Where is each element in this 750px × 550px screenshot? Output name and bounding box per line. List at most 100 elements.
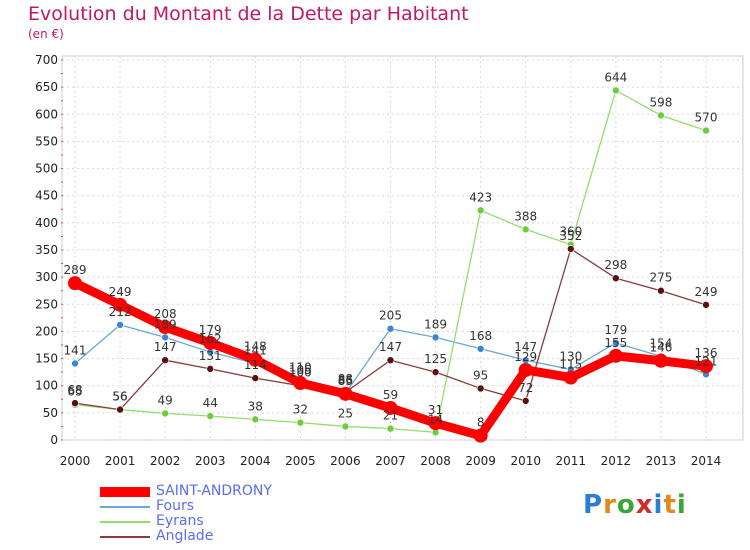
data-point	[158, 320, 173, 335]
data-label: 136	[695, 346, 718, 360]
x-tick-label: 2007	[375, 454, 406, 468]
data-point	[431, 368, 440, 376]
data-point	[702, 301, 710, 309]
data-point	[203, 335, 218, 350]
x-tick-label: 2011	[556, 454, 587, 468]
data-label: 189	[424, 317, 447, 331]
data-label: 31	[428, 403, 443, 417]
y-tick-label: 600	[35, 107, 58, 121]
legend-swatch	[100, 536, 150, 538]
data-point	[518, 362, 533, 377]
data-label: 125	[424, 352, 447, 366]
data-label: 205	[379, 309, 402, 323]
data-point	[699, 359, 713, 374]
data-label: 179	[604, 323, 627, 337]
data-label: 59	[383, 388, 398, 402]
chart-unit-label: (en €)	[28, 27, 64, 41]
data-point	[248, 352, 263, 367]
data-point	[341, 422, 350, 431]
data-label: 352	[559, 229, 582, 243]
data-label: 155	[604, 336, 627, 350]
x-tick-label: 2010	[510, 454, 541, 468]
series-saint-androny	[68, 276, 713, 443]
y-tick-label: 100	[35, 379, 58, 393]
data-point	[521, 225, 530, 234]
data-point	[657, 111, 665, 120]
data-point	[428, 416, 443, 431]
y-tick-label: 0	[50, 433, 58, 447]
data-label: 154	[649, 336, 672, 350]
data-label: 298	[604, 258, 627, 272]
x-tick-label: 2001	[105, 454, 136, 468]
data-label: 360	[559, 225, 582, 239]
data-label: 68	[67, 383, 82, 397]
data-label: 85	[338, 374, 353, 388]
data-label: 162	[199, 332, 222, 346]
x-tick-label: 2002	[150, 454, 181, 468]
data-label: 141	[64, 343, 87, 357]
data-label: 131	[199, 349, 222, 363]
x-tick-label: 2004	[240, 454, 271, 468]
legend-label: SAINT-ANDRONY	[156, 483, 272, 499]
data-label: 289	[64, 263, 87, 277]
data-point	[653, 353, 668, 368]
logo-letter: x	[635, 490, 654, 520]
x-tick-label: 2005	[285, 454, 316, 468]
data-label: 189	[154, 317, 177, 331]
y-tick-label: 150	[35, 352, 58, 366]
data-label: 121	[695, 354, 718, 368]
data-label: 147	[514, 340, 537, 354]
data-label: 148	[244, 340, 267, 354]
legend-swatch	[100, 506, 150, 508]
data-point	[206, 365, 215, 373]
x-tick-label: 2013	[646, 454, 677, 468]
data-point	[161, 409, 169, 418]
y-tick-label: 700	[35, 53, 58, 67]
data-label: 86	[338, 373, 353, 387]
data-label: 65	[67, 385, 82, 399]
data-point	[563, 370, 578, 385]
data-label: 146	[649, 341, 672, 355]
x-tick-label: 2014	[691, 454, 722, 468]
data-point	[657, 286, 665, 295]
data-label: 114	[244, 358, 267, 372]
data-label: 168	[469, 329, 492, 343]
data-label: 110	[289, 360, 312, 374]
logo-letter: o	[616, 490, 636, 520]
data-point	[473, 428, 488, 443]
data-label: 644	[604, 70, 627, 84]
data-label: 212	[109, 305, 132, 319]
logo-letter: P	[583, 490, 604, 520]
data-label: 44	[203, 396, 218, 410]
plot-area	[61, 55, 744, 441]
data-label: 249	[695, 285, 718, 299]
data-label: 179	[199, 323, 222, 337]
x-tick-label: 2000	[60, 454, 91, 468]
legend-label: Fours	[156, 498, 195, 514]
data-label: 56	[112, 390, 127, 404]
data-label: 598	[649, 95, 672, 109]
data-point	[476, 384, 485, 393]
data-label: 130	[559, 349, 582, 363]
x-tick-label: 2006	[330, 454, 361, 468]
data-label: 141	[244, 343, 267, 357]
data-point	[383, 400, 398, 415]
y-tick-label: 200	[35, 324, 58, 338]
data-label: 129	[514, 350, 537, 364]
data-point	[116, 405, 124, 414]
data-label: 100	[289, 366, 312, 380]
data-point	[612, 339, 620, 347]
data-point	[521, 397, 530, 405]
x-tick-label: 2008	[420, 454, 451, 468]
proxiti-logo: Proxiti	[583, 490, 687, 520]
x-tick-label: 2009	[465, 454, 496, 468]
data-label: 570	[695, 111, 718, 125]
data-point	[68, 276, 82, 291]
logo-letter: i	[676, 490, 687, 520]
data-label: 208	[154, 307, 177, 321]
legend-label: Eyrans	[156, 513, 204, 529]
data-label: 32	[293, 403, 308, 417]
y-tick-label: 550	[35, 134, 58, 148]
